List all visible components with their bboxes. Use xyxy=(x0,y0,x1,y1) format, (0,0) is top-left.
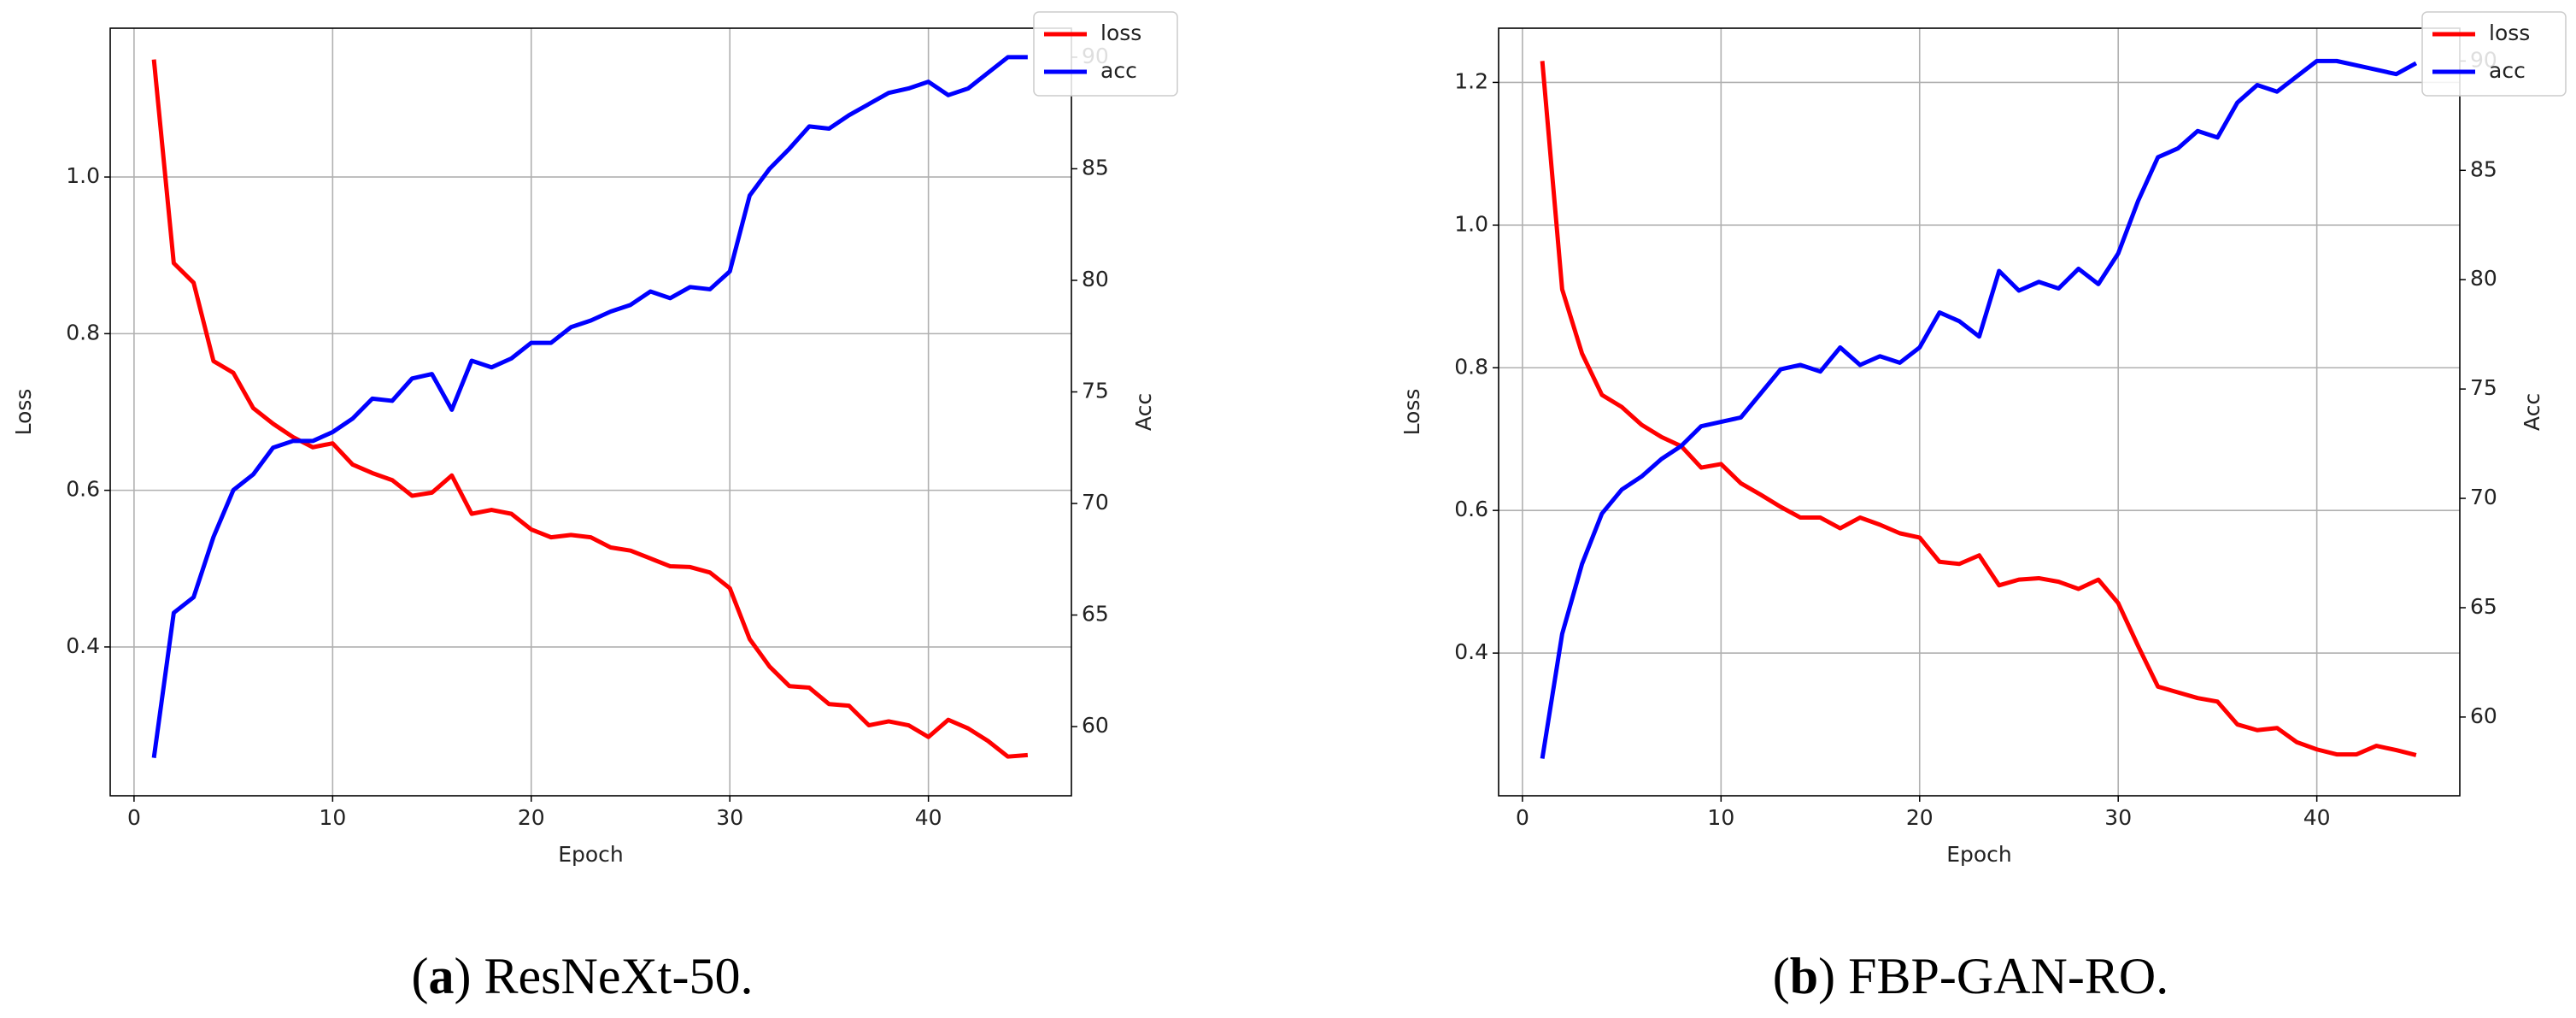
plot-frame xyxy=(109,27,1072,797)
legend-label: loss xyxy=(2489,21,2530,45)
y-tick-label: 0.4 xyxy=(66,633,100,658)
y-tick-label: 1.0 xyxy=(1454,211,1488,236)
y2-tick-label: 80 xyxy=(1082,267,1109,291)
caption-part: ( xyxy=(412,948,429,1004)
x-tick-label: 10 xyxy=(1707,805,1734,830)
y2-axis-label: Acc xyxy=(1131,393,1156,431)
y-axis-label: Loss xyxy=(1399,389,1424,436)
caption-part: ) ResNeXt-50. xyxy=(455,948,754,1004)
legend-label: acc xyxy=(2489,58,2526,83)
y-tick-label: 1.2 xyxy=(1454,68,1488,93)
y2-tick-label: 65 xyxy=(1082,602,1109,627)
y2-tick-label: 70 xyxy=(1082,490,1109,515)
x-tick-label: 40 xyxy=(915,805,942,830)
caption: (b) FBP-GAN-RO. xyxy=(1773,948,2168,1004)
plot-frame xyxy=(1498,27,2461,797)
y2-tick-label: 80 xyxy=(2470,266,2497,291)
y2-tick-label: 70 xyxy=(2470,485,2497,509)
x-axis-label: Epoch xyxy=(1946,842,2012,867)
line-series xyxy=(1540,58,2418,759)
caption-part: ) FBP-GAN-RO. xyxy=(1818,948,2168,1004)
y2-tick-label: 65 xyxy=(2470,594,2497,619)
x-axis-label: Epoch xyxy=(558,842,624,867)
line-series xyxy=(151,55,1028,758)
y2-axis-label: Acc xyxy=(2520,393,2544,431)
x-tick-label: 20 xyxy=(518,805,545,830)
y-tick-label: 0.8 xyxy=(66,320,100,344)
x-tick-label: 30 xyxy=(716,805,743,830)
x-tick-label: 40 xyxy=(2303,805,2331,830)
y-tick-label: 0.4 xyxy=(1454,639,1488,664)
x-tick-label: 10 xyxy=(319,805,346,830)
caption-part: ( xyxy=(1773,948,1790,1004)
y-tick-label: 1.0 xyxy=(66,163,100,188)
x-tick-label: 0 xyxy=(1516,805,1529,830)
x-tick-label: 0 xyxy=(127,805,141,830)
y-axis-label: Loss xyxy=(11,389,36,436)
x-tick-label: 20 xyxy=(1906,805,1933,830)
y-tick-label: 0.6 xyxy=(1454,497,1488,521)
caption: (a) ResNeXt-50. xyxy=(412,948,754,1004)
y2-tick-label: 85 xyxy=(2470,156,2497,181)
line-series xyxy=(1540,61,2417,757)
y2-tick-label: 60 xyxy=(1082,713,1109,738)
legend-label: acc xyxy=(1100,58,1137,83)
y2-tick-label: 60 xyxy=(2470,703,2497,728)
caption-part: b xyxy=(1790,948,1818,1004)
y-tick-label: 0.8 xyxy=(1454,354,1488,379)
caption-part: a xyxy=(429,948,455,1004)
y-tick-label: 0.6 xyxy=(66,477,100,502)
y2-tick-label: 75 xyxy=(1082,379,1109,403)
x-tick-label: 30 xyxy=(2104,805,2132,830)
line-series xyxy=(151,59,1029,759)
legend-label: loss xyxy=(1100,21,1141,45)
y2-tick-label: 75 xyxy=(2470,375,2497,400)
y2-tick-label: 85 xyxy=(1082,155,1109,179)
